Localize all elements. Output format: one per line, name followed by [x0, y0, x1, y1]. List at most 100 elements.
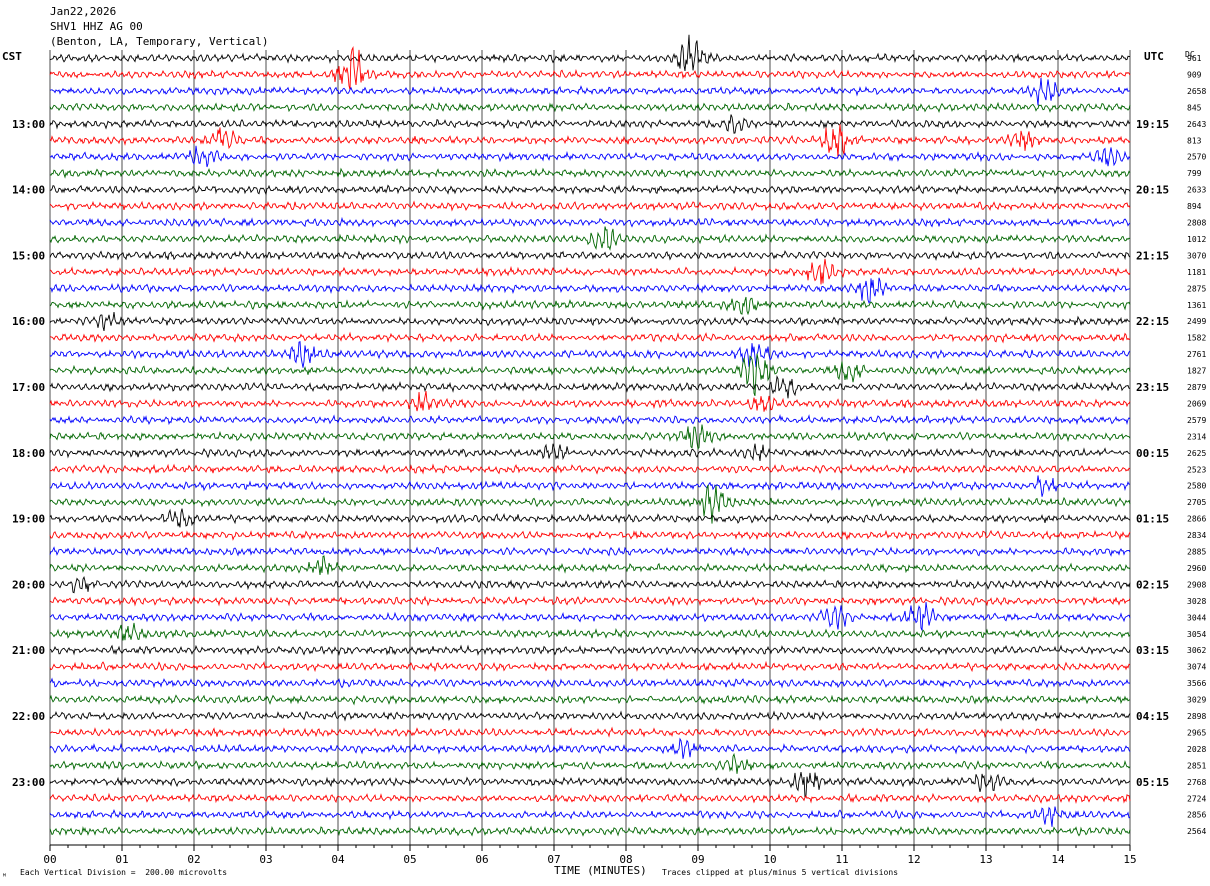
trace-40 — [49, 710, 1131, 722]
axis-labels: 00 01 02 03 04 05 06 07 08 09 10 11 12 13 14 15 13:00 14:… — [12, 54, 1206, 866]
dc-offset-label: 3044 — [1187, 613, 1206, 622]
dc-offset-label: 2856 — [1187, 811, 1206, 820]
x-tick-label: 08 — [619, 853, 632, 866]
dc-offset-label: 2879 — [1187, 383, 1206, 392]
left-hour-label: 18:00 — [12, 447, 45, 460]
dc-offset-label: 2523 — [1187, 465, 1206, 474]
right-hour-label: 22:15 — [1136, 315, 1169, 328]
x-tick-label: 13 — [979, 853, 992, 866]
right-hour-label: 20:15 — [1136, 184, 1169, 197]
trace-20 — [49, 375, 1131, 399]
x-tick-label: 03 — [259, 853, 272, 866]
dc-offset-label: 2885 — [1187, 548, 1206, 557]
trace-34 — [49, 602, 1131, 631]
trace-33 — [49, 595, 1131, 607]
dc-offset-label: 3070 — [1187, 251, 1206, 260]
dc-offset-label: 1827 — [1187, 367, 1206, 376]
dc-offset-label: 2834 — [1187, 531, 1206, 540]
right-timezone-label: UTC — [1144, 50, 1164, 63]
header-station: SHV1 HHZ AG 00 — [50, 20, 143, 33]
trace-17 — [49, 331, 1131, 344]
dc-offset-label: 2069 — [1187, 399, 1206, 408]
dc-offset-label: 3062 — [1187, 646, 1206, 655]
trace-39 — [49, 694, 1131, 706]
trace-36 — [49, 644, 1131, 657]
dc-offset-label: 2960 — [1187, 564, 1206, 573]
trace-27 — [49, 484, 1131, 524]
trace-14 — [49, 277, 1131, 304]
dc-offset-label: 1582 — [1187, 334, 1206, 343]
left-hour-label: 20:00 — [12, 578, 45, 591]
right-hour-label: 19:15 — [1136, 118, 1169, 131]
trace-21 — [49, 391, 1131, 412]
dc-offset-label: 2579 — [1187, 416, 1206, 425]
dc-offset-label: 2580 — [1187, 482, 1206, 491]
right-hour-label: 23:15 — [1136, 381, 1169, 394]
left-hour-label: 15:00 — [12, 249, 45, 262]
trace-6 — [49, 145, 1131, 168]
trace-41 — [49, 726, 1131, 739]
x-axis-title: TIME (MINUTES) — [554, 864, 647, 877]
dc-offset-label: 2851 — [1187, 761, 1206, 770]
scale-note: Each Vertical Division = 200.00 microvol… — [20, 868, 228, 877]
trace-35 — [49, 622, 1131, 641]
x-tick-label: 11 — [835, 853, 848, 866]
trace-16 — [49, 311, 1131, 332]
x-tick-label: 07 — [547, 853, 560, 866]
dc-offset-label: 2724 — [1187, 794, 1206, 803]
trace-42 — [49, 737, 1131, 759]
dc-offset-label: 2564 — [1187, 827, 1206, 836]
dc-offset-label: 3074 — [1187, 663, 1206, 672]
right-hour-label: 21:15 — [1136, 249, 1169, 262]
trace-13 — [49, 258, 1131, 285]
clip-note: Traces clipped at plus/minus 5 vertical … — [662, 868, 899, 877]
trace-38 — [49, 677, 1131, 690]
right-hour-label: 00:15 — [1136, 447, 1169, 460]
dc-offset-label: 2625 — [1187, 449, 1206, 458]
trace-3 — [49, 101, 1131, 114]
dc-offset-label: 2908 — [1187, 580, 1206, 589]
trace-45 — [49, 792, 1131, 805]
dc-offset-label: 2499 — [1187, 317, 1206, 326]
seismic-traces — [49, 34, 1131, 837]
trace-7 — [49, 167, 1131, 179]
right-hour-label: 03:15 — [1136, 644, 1169, 657]
dc-offset-label: 2705 — [1187, 498, 1206, 507]
x-tick-label: 04 — [331, 853, 345, 866]
x-tick-label: 00 — [43, 853, 56, 866]
dc-offset-label: 2633 — [1187, 186, 1206, 195]
left-hour-label: 19:00 — [12, 513, 45, 526]
dc-offset-label: 2643 — [1187, 120, 1206, 129]
dc-offset-label: 2866 — [1187, 515, 1206, 524]
dc-offset-label: 3028 — [1187, 597, 1206, 606]
trace-26 — [49, 475, 1131, 497]
trace-25 — [49, 463, 1131, 475]
left-timezone-label: CST — [2, 50, 22, 63]
trace-5 — [49, 124, 1131, 158]
left-hour-label: 17:00 — [12, 381, 45, 394]
dc-offset-label: 3566 — [1187, 679, 1206, 688]
dc-offset-label: 813 — [1187, 136, 1202, 145]
left-hour-label: 16:00 — [12, 315, 45, 328]
x-tick-label: 15 — [1123, 853, 1136, 866]
dc-offset-label: 1012 — [1187, 235, 1206, 244]
left-hour-label: 13:00 — [12, 118, 45, 131]
header-location: (Benton, LA, Temporary, Vertical) — [50, 35, 269, 48]
x-tick-label: 10 — [763, 853, 776, 866]
trace-15 — [49, 296, 1131, 316]
dc-offset-label: 2658 — [1187, 87, 1206, 96]
dc-offset-header: DC — [1185, 50, 1195, 59]
x-tick-label: 06 — [475, 853, 488, 866]
corner-mark: ᴹ — [2, 872, 7, 881]
dc-offset-label: 2898 — [1187, 712, 1206, 721]
x-tick-label: 02 — [187, 853, 200, 866]
header-date: Jan22,2026 — [50, 5, 117, 18]
trace-29 — [49, 529, 1131, 541]
dc-offset-label: 2028 — [1187, 745, 1206, 754]
trace-12 — [49, 250, 1131, 262]
dc-offset-label: 2875 — [1187, 284, 1206, 293]
dc-offset-label: 1181 — [1187, 268, 1206, 277]
dc-offset-label: 2768 — [1187, 778, 1206, 787]
plot-axis-frame — [49, 844, 1131, 851]
trace-43 — [49, 752, 1131, 774]
